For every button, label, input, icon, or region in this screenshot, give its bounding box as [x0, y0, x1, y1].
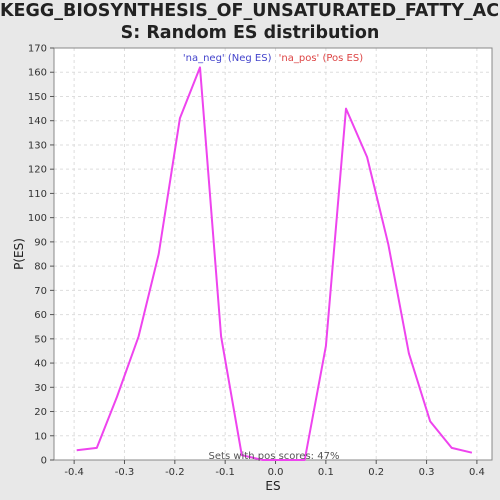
y-tick-label: 0: [41, 456, 47, 467]
x-tick-label: -0.4: [64, 467, 84, 478]
x-tick-label: 0.0: [268, 467, 284, 478]
y-tick-label: 30: [34, 383, 47, 394]
x-tick-label: 0.3: [419, 467, 435, 478]
y-tick-label: 120: [28, 165, 47, 176]
pos-scores-annotation: Sets with pos scores: 47%: [209, 451, 340, 462]
y-axis-label: P(ES): [12, 238, 26, 270]
y-axis-ticks: 0 10 20 30 40 50 60 70 80 90 100 110 120 130 140 150 160…: [28, 44, 54, 467]
series-layer: [76, 66, 473, 461]
x-tick-label: -0.3: [115, 467, 135, 478]
y-tick-label: 100: [28, 213, 47, 224]
legend: 'na_neg' (Neg ES) 'na_pos' (Pos ES): [183, 53, 363, 64]
y-tick-label: 90: [34, 237, 47, 248]
x-tick-label: 0.1: [318, 467, 334, 478]
chart-title-line-1: KEGG_BIOSYNTHESIS_OF_UNSATURATED_FATTY_A…: [0, 1, 500, 21]
legend-neg-entry: 'na_neg' (Neg ES): [183, 53, 272, 64]
plot-background: [54, 48, 492, 460]
y-tick-label: 20: [34, 407, 47, 418]
y-tick-label: 160: [28, 68, 47, 79]
x-tick-label: 0.4: [469, 467, 485, 478]
x-tick-label: -0.2: [165, 467, 185, 478]
grid: [54, 47, 492, 461]
x-tick-label: -0.1: [215, 467, 235, 478]
y-tick-label: 60: [34, 310, 47, 321]
y-tick-label: 10: [34, 431, 47, 442]
y-tick-label: 80: [34, 262, 47, 273]
y-tick-label: 130: [28, 140, 47, 151]
x-tick-label: 0.2: [368, 467, 384, 478]
series-line: [76, 66, 473, 461]
chart-title-line-2: S: Random ES distribution: [120, 23, 380, 43]
y-tick-label: 170: [28, 44, 47, 55]
y-tick-label: 150: [28, 92, 47, 103]
y-tick-label: 50: [34, 334, 47, 345]
y-tick-label: 40: [34, 359, 47, 370]
y-tick-label: 70: [34, 286, 47, 297]
legend-pos-entry: 'na_pos' (Pos ES): [279, 53, 364, 64]
y-tick-label: 140: [28, 116, 47, 127]
x-axis-ticks: -0.4 -0.3 -0.2 -0.1 0.0 0.1 0.2 0.3 0.4: [64, 460, 485, 478]
y-tick-label: 110: [28, 189, 47, 200]
x-axis-label: ES: [265, 479, 280, 493]
